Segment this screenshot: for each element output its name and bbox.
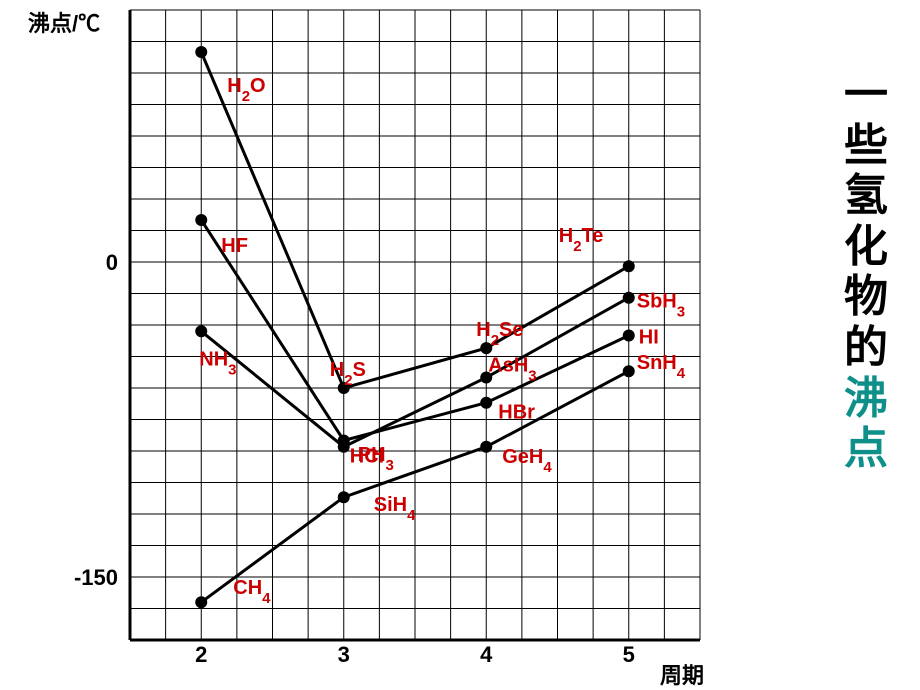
data-point	[195, 214, 207, 226]
y-axis-label: 沸点/℃	[28, 6, 100, 38]
point-label: HI	[639, 327, 659, 349]
data-point	[480, 441, 492, 453]
point-label: PH3	[358, 444, 394, 474]
data-point	[623, 292, 635, 304]
point-label: NH3	[199, 348, 236, 378]
point-label: GeH4	[502, 446, 552, 476]
data-point	[338, 441, 350, 453]
data-point	[480, 397, 492, 409]
data-point	[623, 365, 635, 377]
x-tick-label: 5	[623, 642, 635, 667]
point-label: SbH3	[637, 291, 685, 321]
point-label: HBr	[498, 402, 535, 424]
chart-title: 一些氢化物的沸点	[842, 70, 890, 475]
data-point	[623, 330, 635, 342]
x-tick-label: 3	[338, 642, 350, 667]
point-label: HF	[221, 235, 248, 257]
title-highlight: 沸点	[844, 374, 888, 474]
point-label: H2Te	[559, 225, 604, 255]
x-axis-label: 周期	[660, 658, 704, 690]
boiling-point-chart: 23450-150H2OH2SH2SeH2TeHFHClHBrHINH3PH3A…	[0, 0, 920, 690]
point-label: SiH4	[374, 494, 416, 524]
data-point	[338, 491, 350, 503]
data-point	[195, 596, 207, 608]
point-label: CH4	[233, 577, 271, 607]
data-point	[195, 325, 207, 337]
chart-container: 23450-150H2OH2SH2SeH2TeHFHClHBrHINH3PH3A…	[0, 0, 920, 690]
x-tick-label: 2	[195, 642, 207, 667]
point-label: H2O	[227, 75, 265, 105]
y-tick-label: -150	[74, 565, 118, 590]
x-tick-label: 4	[480, 642, 493, 667]
y-tick-label: 0	[106, 250, 118, 275]
point-label: AsH3	[488, 355, 536, 385]
data-point	[195, 46, 207, 58]
title-plain: 一些氢化物的	[844, 70, 888, 372]
data-point	[623, 260, 635, 272]
